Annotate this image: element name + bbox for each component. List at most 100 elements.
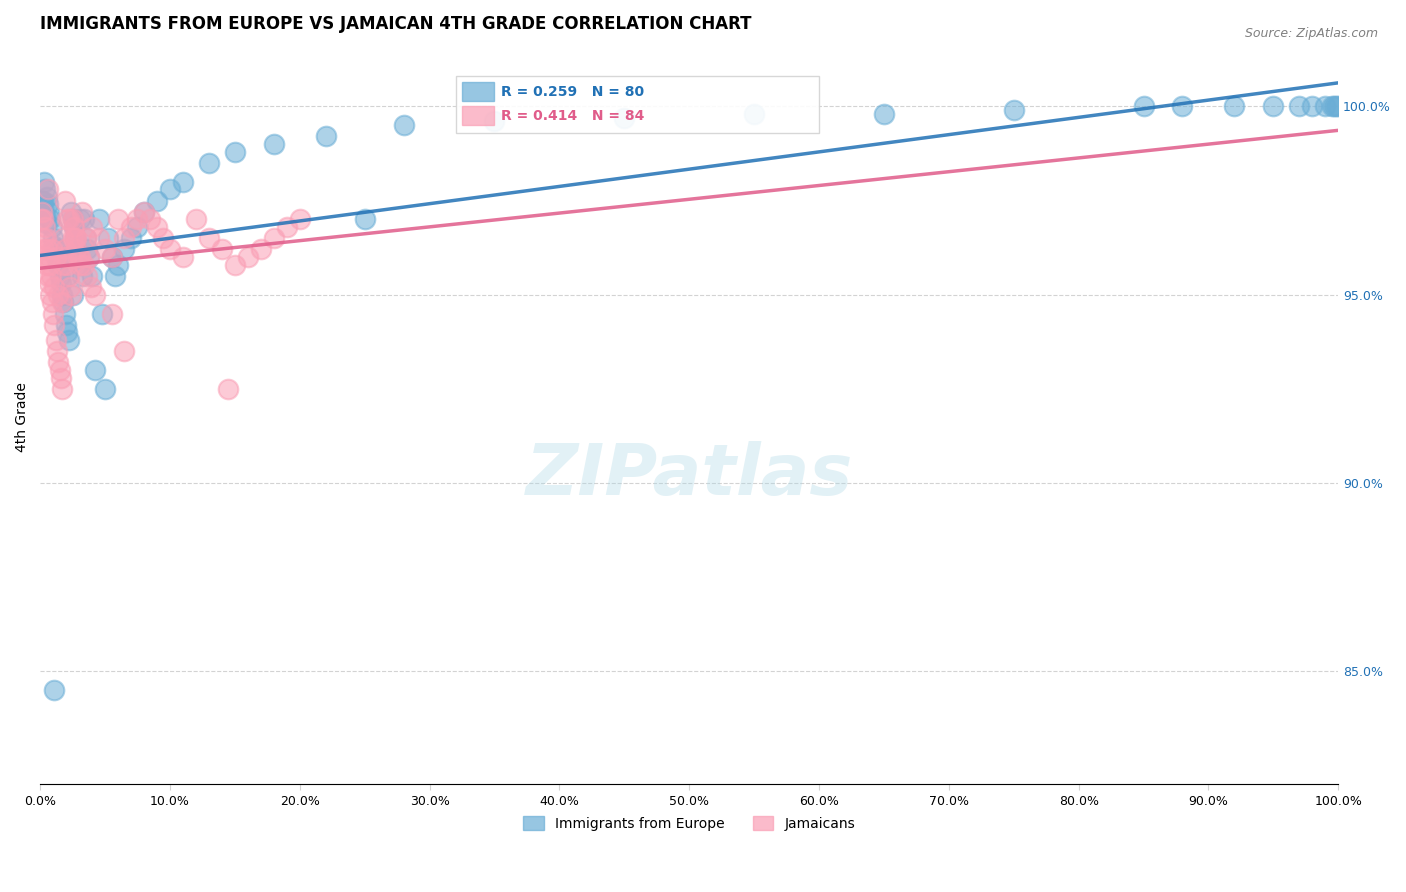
Point [114,344,136,359]
Point [42,231,65,245]
Point [84,287,107,301]
Point [184,212,207,227]
Point [288,212,311,227]
Point [75,231,97,245]
Point [37,243,59,257]
Point [41,219,63,234]
Point [55,250,77,264]
Point [63,219,86,234]
Point [56,326,79,340]
Point [30,212,52,227]
Point [1263,99,1285,113]
Point [276,219,298,234]
Point [132,204,155,219]
Point [51,295,73,310]
Point [211,243,233,257]
Point [35,231,58,245]
Point [75,231,97,245]
Point [46,344,69,359]
Point [34,250,56,264]
Point [39,268,62,283]
Point [69,258,91,272]
Point [1223,99,1246,113]
Point [65,243,87,257]
Point [1315,99,1337,113]
Point [58,268,80,283]
Point [146,219,169,234]
Point [32,175,55,189]
Point [34,219,56,234]
Point [63,219,86,234]
Point [104,268,127,283]
Point [37,268,59,283]
Point [1171,99,1194,113]
Point [1288,99,1310,113]
Point [65,243,87,257]
Point [83,363,105,377]
Point [45,243,67,257]
Point [484,114,506,128]
Point [263,136,285,151]
Point [1327,99,1350,113]
Text: R = 0.414   N = 84: R = 0.414 N = 84 [501,109,644,123]
Point [62,212,84,227]
Point [59,280,82,294]
Point [62,212,84,227]
Point [42,683,65,698]
Point [1320,99,1343,113]
Point [80,219,103,234]
Point [127,219,149,234]
Point [172,175,194,189]
Point [35,190,58,204]
Point [60,204,83,219]
Point [1323,99,1346,113]
Point [32,243,55,257]
Point [1301,99,1323,113]
Point [52,295,75,310]
Point [873,107,896,121]
Point [38,250,60,264]
Point [69,250,91,264]
Point [46,258,69,272]
Point [69,258,91,272]
Point [107,212,129,227]
Point [742,107,765,121]
Bar [463,106,495,125]
Point [107,258,129,272]
FancyBboxPatch shape [456,76,820,133]
Point [120,231,142,245]
Point [31,204,53,219]
Point [38,204,60,219]
Point [51,382,73,396]
Point [159,182,181,196]
Point [87,212,110,227]
Point [65,231,87,245]
Point [53,306,76,320]
Point [46,250,69,264]
Point [37,182,59,196]
Point [127,212,149,227]
Point [55,318,77,332]
Point [45,333,67,347]
Point [55,212,77,227]
Point [34,182,56,196]
Point [198,231,221,245]
Point [249,243,271,257]
Point [76,268,98,283]
Point [39,212,62,227]
Point [45,250,67,264]
Point [60,287,83,301]
Point [114,231,136,245]
Point [236,250,259,264]
Point [67,250,90,264]
Point [1324,99,1347,113]
Point [159,243,181,257]
Point [51,287,73,301]
Point [146,194,169,208]
Point [91,306,114,320]
Point [63,231,86,245]
Point [198,156,221,170]
Point [41,295,63,310]
Point [172,250,194,264]
Point [100,250,122,264]
